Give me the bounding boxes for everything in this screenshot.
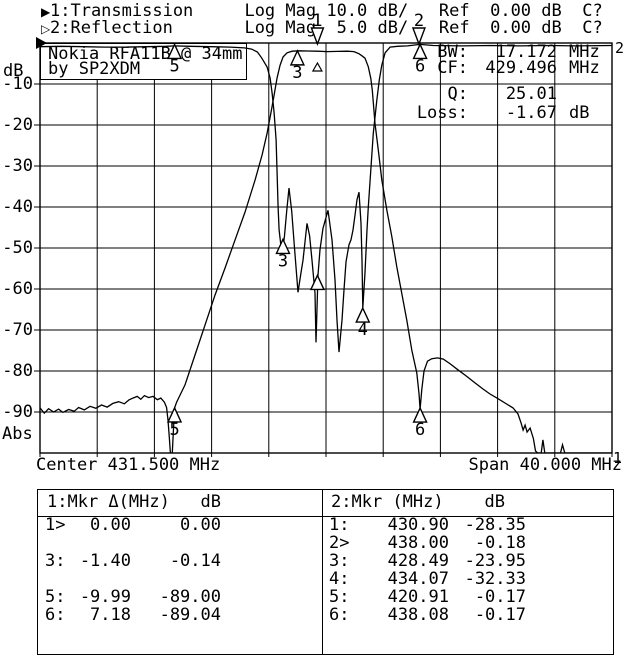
marker-row-value2: -0.18 — [474, 533, 526, 553]
yaxis-tick-label: -90 — [2, 402, 33, 422]
marker-row-value1: -9.99 — [79, 587, 131, 607]
channel2-status-line: 2:Reflection Log Mag 5.0 dB/ Ref 0.00 dB… — [50, 18, 603, 38]
marker-row-value1: 438.00 — [387, 533, 449, 553]
readout-value: -1.67 — [505, 103, 557, 123]
yaxis-tick-label: -80 — [2, 361, 33, 381]
yaxis-tick-label: -60 — [2, 279, 33, 299]
marker-row-id: 6: — [45, 605, 66, 625]
channel2-arrow-icon: ▷ — [41, 22, 51, 36]
title-annotation-box: Nokia RFA11B @ 34mm by SP2XDM — [40, 43, 247, 80]
marker-row-value1: -1.40 — [79, 551, 131, 571]
table-divider — [322, 490, 323, 654]
yaxis-tick-label: -20 — [2, 115, 33, 135]
span-label: Span 40.000 MHz — [468, 455, 622, 475]
marker-row-value1: 0.00 — [90, 515, 131, 535]
readout-value: 429.496 — [485, 58, 557, 78]
marker-row-id: 6: — [329, 605, 350, 625]
yaxis-tick-label: -30 — [2, 156, 33, 176]
marker-row-value1: 430.90 — [387, 515, 449, 535]
marker-row-value2: -32.33 — [464, 569, 526, 589]
marker-row-id: 5: — [45, 587, 66, 607]
yaxis-tick-label: -40 — [2, 197, 33, 217]
marker-row-value1: 428.49 — [387, 551, 449, 571]
center-frequency-label: Center 431.500 MHz — [36, 455, 221, 475]
marker-tables: 1:Mkr Δ(MHz) dB 2:Mkr (MHz) dB 1> 0.00 0.0… — [37, 489, 614, 655]
readout-value: 25.01 — [505, 84, 557, 104]
marker-row-value2: -89.00 — [159, 587, 221, 607]
marker-row-value2: -0.17 — [474, 587, 526, 607]
marker-row-value1: 434.07 — [387, 569, 449, 589]
marker-row-value2: -23.95 — [464, 551, 526, 571]
device-author: by SP2XDM — [48, 59, 141, 79]
marker-table1-header: 1:Mkr Δ(MHz) dB — [47, 492, 221, 512]
marker-row-value2: -0.14 — [169, 551, 221, 571]
yaxis-tick-label: -50 — [2, 238, 33, 258]
yaxis-tick-label: -10 — [2, 74, 33, 94]
marker-row-id: 1: — [329, 515, 350, 535]
marker-row-value2: -89.04 — [159, 605, 221, 625]
table-header-rule — [38, 516, 613, 517]
yaxis-abs-label: Abs — [2, 424, 33, 444]
channel1-arrow-icon: ▶ — [41, 5, 51, 19]
marker-row-value1: 420.91 — [387, 587, 449, 607]
marker-row-id: 2> — [329, 533, 350, 553]
marker-row-id: 4: — [329, 569, 350, 589]
marker-row-value1: 7.18 — [90, 605, 131, 625]
marker-row-id: 3: — [329, 551, 350, 571]
marker-row-id: 1> — [45, 515, 66, 535]
readout-unit: dB — [569, 103, 590, 123]
marker-table2-header: 2:Mkr (MHz) dB — [331, 492, 505, 512]
yaxis-unit-label: dB — [3, 61, 24, 81]
yaxis-tick-label: -70 — [2, 320, 33, 340]
marker-row-value2: -0.17 — [474, 605, 526, 625]
marker-row-value2: 0.00 — [180, 515, 221, 535]
marker-row-value2: -28.35 — [464, 515, 526, 535]
marker-row-id: 3: — [45, 551, 66, 571]
readout-unit: MHz — [569, 58, 600, 78]
channel1-status-line: 1:Transmission Log Mag 10.0 dB/ Ref 0.00… — [50, 1, 603, 21]
marker-row-id: 5: — [329, 587, 350, 607]
marker-row-value1: 438.08 — [387, 605, 449, 625]
